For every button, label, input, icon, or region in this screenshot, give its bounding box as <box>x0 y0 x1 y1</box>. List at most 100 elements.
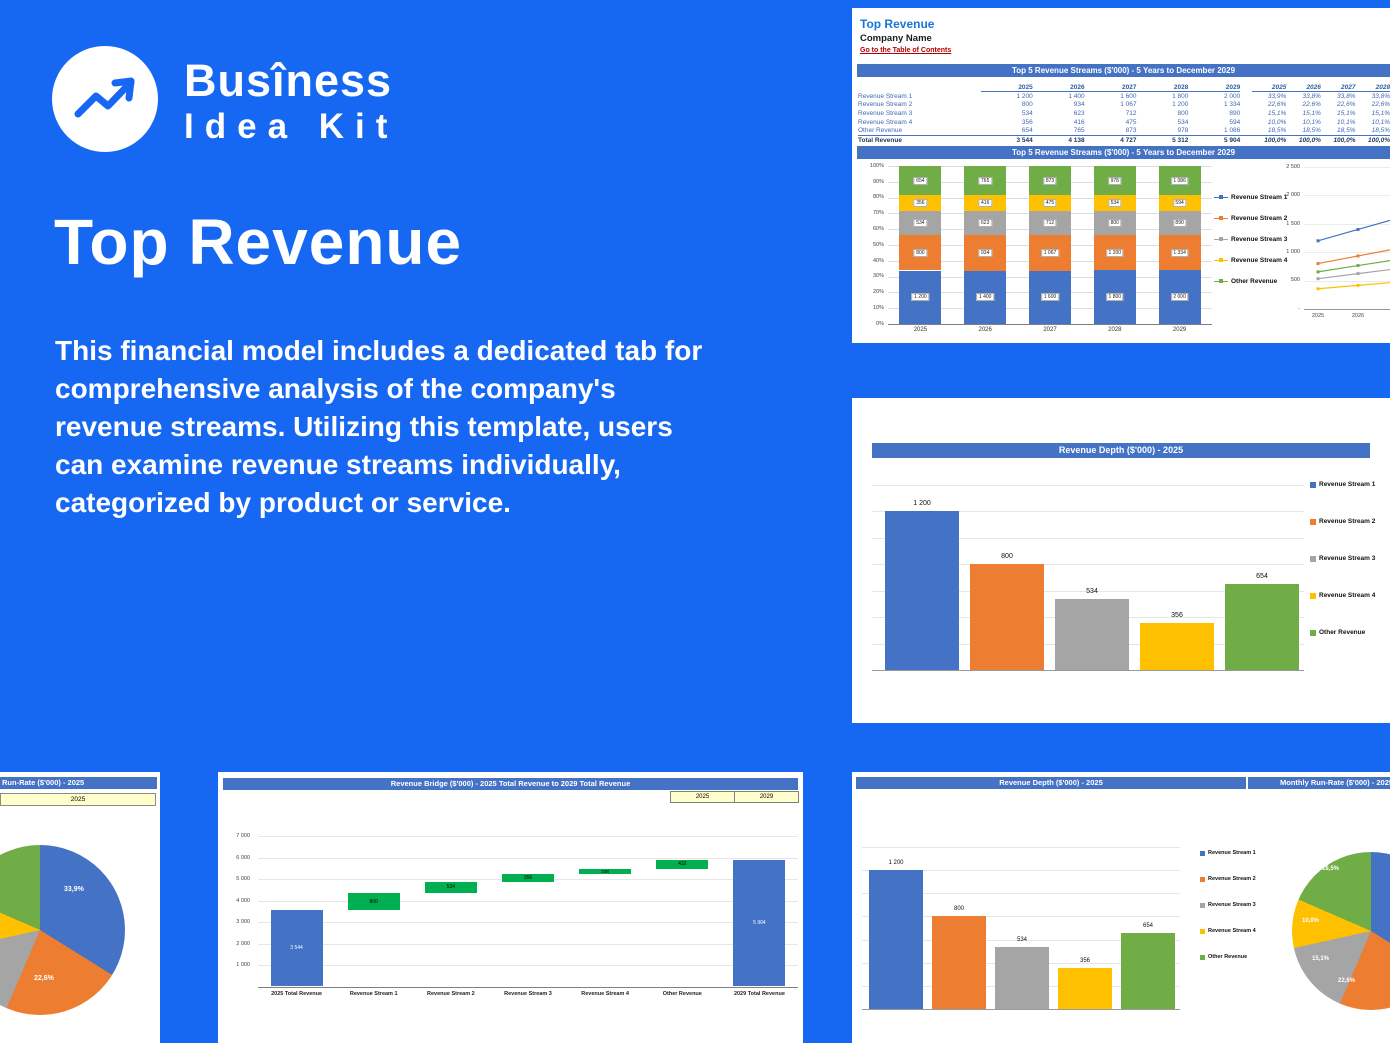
year-header: 2028 <box>1136 84 1189 92</box>
bridge-end-year-selector[interactable]: 2029 <box>734 791 799 803</box>
bar <box>1058 967 1112 1009</box>
legend-square-marker <box>1200 902 1205 908</box>
cell-value: 765 <box>1073 127 1085 135</box>
legend-item: Other Revenue <box>1310 629 1375 636</box>
revenue-depth-bar-chart: 1 200 800 534 356 654 <box>872 478 1308 678</box>
gridline <box>258 857 798 859</box>
brand-name-line1: Busîness <box>184 55 393 106</box>
legend-item: Revenue Stream 3 <box>1214 236 1287 243</box>
gridline <box>872 590 1304 592</box>
cell-pct: 18,5% <box>1337 127 1356 135</box>
bar <box>885 511 959 670</box>
legend-square-marker <box>1200 954 1205 960</box>
y-tick-label: 2 000 <box>1286 192 1300 199</box>
legend-label: Revenue Stream 1 <box>1319 481 1376 488</box>
x-axis-label: 2028 <box>1108 327 1122 333</box>
cell-value: 934 <box>1073 101 1085 109</box>
gridline <box>872 485 1304 486</box>
gridline <box>862 893 1180 895</box>
table-row: Revenue Stream 4 356 416 475 534 594 10,0% 10,1… <box>858 118 1390 127</box>
gridline <box>862 939 1180 941</box>
brand-name: Busîness Idea Kit <box>184 56 398 148</box>
segment-data-label: 1 600 <box>1041 293 1059 302</box>
y-tick-label: 40% <box>872 257 884 264</box>
gridline <box>862 916 1180 918</box>
gridline <box>258 922 798 923</box>
y-tick-label: 2 500 <box>1286 163 1300 170</box>
legend-label: Other Revenue <box>1231 277 1278 285</box>
monthly-run-rate-pie-chart <box>1292 852 1390 1010</box>
legend-label: Revenue Stream 1 <box>1208 850 1256 856</box>
legend-item: Revenue Stream 4 <box>1214 257 1287 264</box>
legend-square-marker <box>1310 481 1316 488</box>
legend-item: Revenue Stream 2 <box>1310 518 1375 525</box>
revenue-streams-table: 2025 2026 2027 2028 2029 2025 2026 2027 2028 Reve… <box>858 82 1390 145</box>
gridline <box>872 511 1304 513</box>
year-selector-dropdown[interactable]: 2025 <box>0 793 156 806</box>
row-label: Revenue Stream 3 <box>858 109 913 117</box>
pie-slice-label: 10,0% <box>1302 918 1320 924</box>
legend-item: Revenue Stream 3 <box>1310 555 1375 562</box>
cell-pct: 18,5% <box>1371 127 1390 135</box>
y-tick-label: 20% <box>872 289 884 296</box>
x-axis-label: Revenue Stream 2 <box>426 990 475 997</box>
segment-data-label: 873 <box>1043 176 1057 185</box>
cell-value: 890 <box>1229 109 1241 117</box>
cell-value: 356 <box>1021 118 1033 126</box>
bar-data-label: 1 200 <box>913 500 931 508</box>
pct-year-header: 2026 <box>1286 84 1321 92</box>
cell-value: 594 <box>1229 118 1241 126</box>
bar <box>995 947 1049 1009</box>
y-tick-label: 1 500 <box>1286 220 1300 227</box>
legend-square-marker <box>1200 850 1205 856</box>
y-tick-label: 100% <box>869 162 884 169</box>
y-tick-label: 5 000 <box>236 876 250 882</box>
cell-pct: 33,8% <box>1302 92 1321 100</box>
legend-label: Revenue Stream 2 <box>1231 214 1288 222</box>
cell-value: 1 400 <box>1068 92 1085 100</box>
legend-label: Other Revenue <box>1319 629 1366 636</box>
legend-item: Revenue Stream 4 <box>1200 928 1256 934</box>
cell-value: 1 200 <box>1016 92 1033 100</box>
cell-value: 1 067 <box>1120 101 1137 109</box>
revenue-depth-legend: Revenue Stream 1 Revenue Stream 2 Revenue … <box>1310 481 1375 666</box>
brand-name-line2: Idea Kit <box>184 107 399 146</box>
run-rate-title-bar: Run-Rate ($'000) - 2025 <box>0 777 157 789</box>
x-axis-label: 2025 <box>1311 313 1325 319</box>
monthly-run-rate-title-bar: Monthly Run-Rate ($'000) - 2025 <box>1248 777 1390 789</box>
legend-square <box>1219 216 1223 220</box>
cell-value: 800 <box>1021 101 1033 109</box>
x-axis-label: 2029 Total Revenue <box>733 990 785 997</box>
legend-square-marker <box>1310 518 1316 525</box>
revenue-depth-title-bar: Revenue Depth ($'000) - 2025 <box>872 443 1370 458</box>
cell-pct: 100,0% <box>1298 136 1321 144</box>
legend-label: Revenue Stream 3 <box>1319 555 1376 562</box>
y-tick-label: 500 <box>1290 277 1300 284</box>
bar <box>1225 583 1299 670</box>
year-header: 2025 <box>980 84 1033 92</box>
legend-line-marker <box>1214 237 1228 242</box>
gridline <box>1304 167 1390 168</box>
cell-pct: 33,9% <box>1267 92 1287 100</box>
bridge-start-year-selector[interactable]: 2025 <box>670 791 735 803</box>
gridline <box>1304 252 1390 254</box>
cell-pct: 15,1% <box>1302 109 1321 117</box>
bar-data-label: 800 <box>1001 553 1013 561</box>
cell-value: 534 <box>1177 118 1189 126</box>
y-tick-label: 4 000 <box>236 897 250 904</box>
cell-pct: 15,1% <box>1371 109 1390 117</box>
segment-data-label: 623 <box>978 218 992 227</box>
bar-data-label: 654 <box>1256 572 1268 580</box>
bar-data-label: 534 <box>446 884 456 891</box>
description-line: can examine revenue streams individually… <box>55 449 621 480</box>
segment-data-label: 1 334 <box>1170 248 1189 257</box>
legend-square <box>1219 195 1223 199</box>
cell-pct: 10,1% <box>1302 118 1321 126</box>
legend-line-marker <box>1214 195 1228 200</box>
x-axis-label: 2025 Total Revenue <box>271 990 323 997</box>
table-of-contents-link[interactable]: Go to the Table of Contents <box>860 47 952 54</box>
pie-slice-label: 22,6% <box>34 975 54 982</box>
y-tick-label: 1 000 <box>236 962 250 968</box>
cell-value: 623 <box>1073 109 1085 117</box>
depth-and-runrate-panel: Revenue Depth ($'000) - 2025 Monthly Run… <box>852 772 1390 1043</box>
